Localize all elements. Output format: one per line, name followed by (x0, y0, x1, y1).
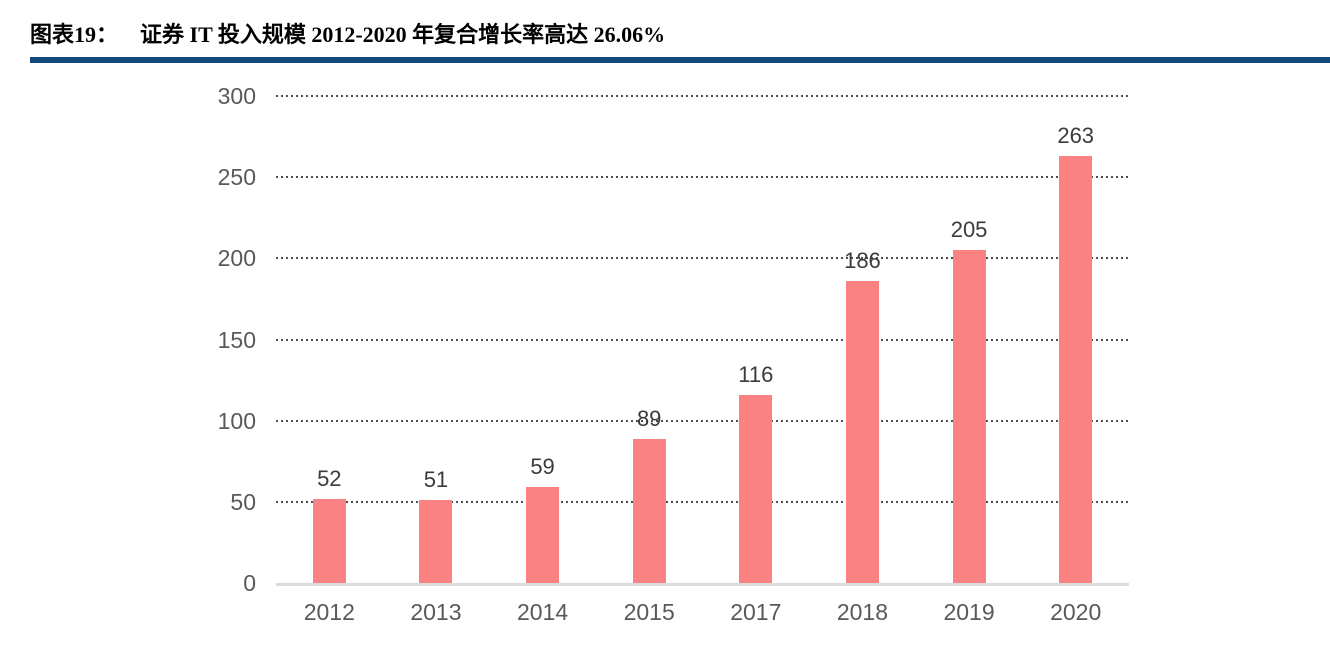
bar (739, 394, 773, 583)
y-tick-label: 150 (217, 326, 256, 353)
bar (952, 250, 986, 583)
x-tick-label: 2015 (623, 599, 675, 625)
x-tick-label: 2012 (303, 599, 355, 625)
figure-title: 证券 IT 投入规模 2012-2020 年复合增长率高达 26.06% (140, 22, 666, 47)
bar-value-label: 52 (317, 465, 342, 491)
figure-header: 图表19： 证券 IT 投入规模 2012-2020 年复合增长率高达 26.06… (30, 16, 665, 54)
bar (845, 281, 879, 583)
bar (419, 500, 453, 583)
bar-value-label: 89 (636, 405, 662, 431)
x-tick-label: 2020 (1050, 599, 1102, 625)
bar (1059, 156, 1093, 583)
gridline (276, 176, 1129, 179)
bar-value-label: 186 (844, 248, 881, 274)
x-tick-label: 2013 (410, 599, 462, 625)
y-tick-label: 100 (217, 407, 256, 434)
bar-value-label: 205 (950, 217, 988, 243)
y-tick-label: 50 (230, 488, 256, 515)
bar-value-label: 263 (1057, 123, 1095, 149)
x-tick-label: 2018 (836, 599, 889, 625)
bar-value-label: 59 (530, 454, 555, 480)
figure-label: 图表19： (30, 22, 119, 47)
title-underline (30, 57, 1330, 63)
gridline (276, 257, 1129, 260)
bar-value-label: 51 (423, 467, 449, 493)
y-tick-label: 250 (217, 164, 256, 191)
x-tick-label: 2019 (943, 599, 995, 625)
y-tick-label: 200 (217, 245, 256, 272)
x-tick-label: 2014 (516, 599, 569, 625)
gridline (276, 95, 1129, 97)
bar (526, 487, 560, 583)
gridline (276, 500, 1129, 503)
x-tick-label: 2017 (730, 599, 782, 625)
y-tick-label: 300 (217, 83, 256, 109)
bar-chart-plot-area: 300 250 200 150 100 50 0 52 2012 51 2013 59 2014 89 20… (218, 83, 1129, 625)
gridline (276, 419, 1129, 422)
bar (312, 498, 346, 583)
bar-value-label: 116 (738, 361, 774, 387)
gridline (276, 338, 1129, 341)
bar (632, 438, 666, 583)
y-tick-label: 0 (243, 570, 256, 596)
